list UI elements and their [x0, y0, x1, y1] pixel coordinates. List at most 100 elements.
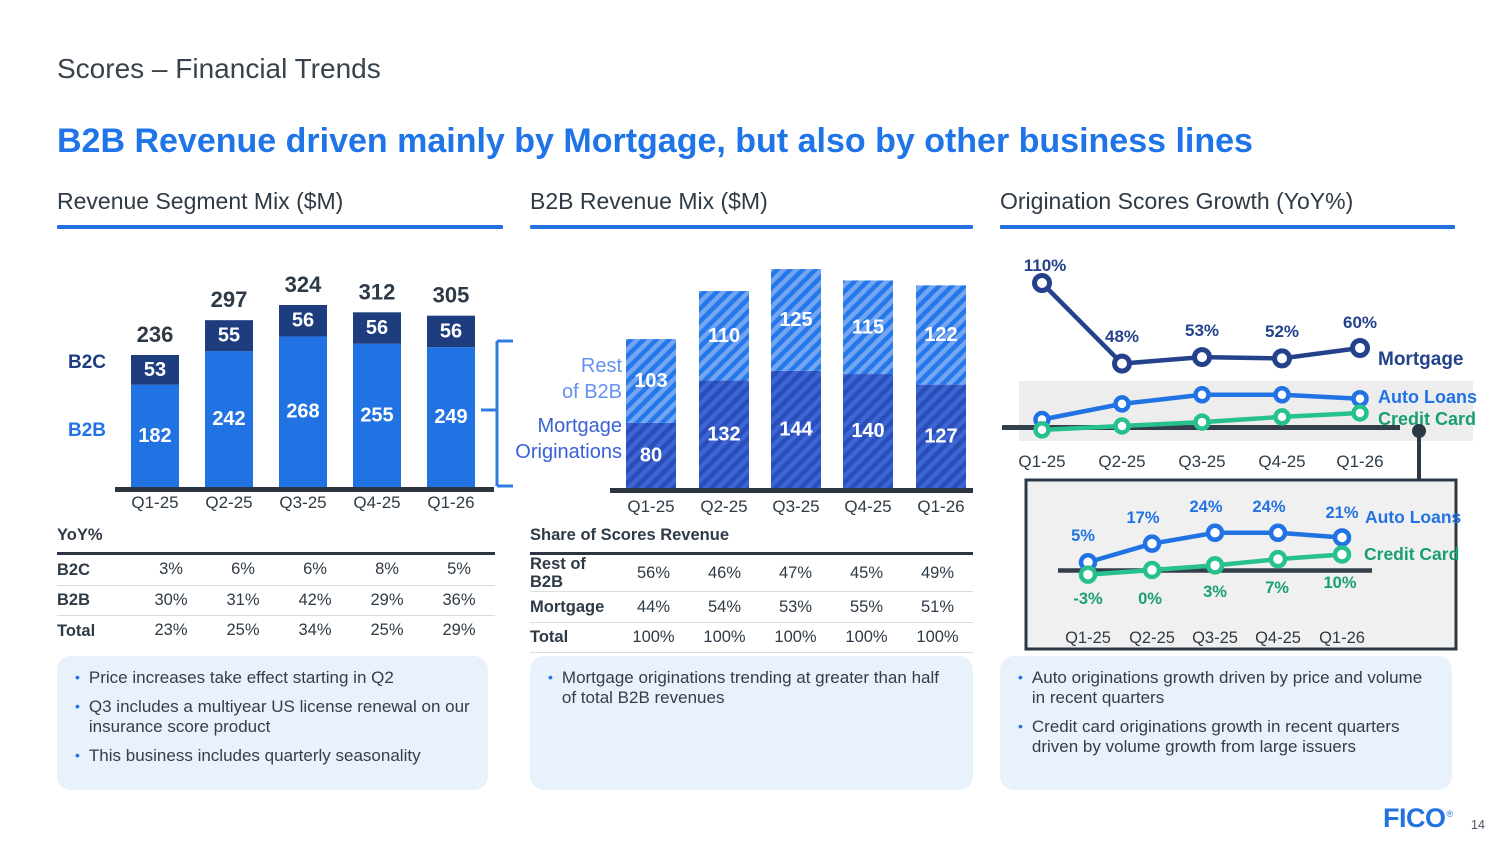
inset-auto-loans-point-marker — [1268, 523, 1288, 543]
table-row-rest-of-b2b: Rest of B2B 56% 46% 47% 45% 49% — [530, 555, 973, 591]
legend-mortgage-originations: Originations — [515, 441, 622, 463]
category-label: Q1-25 — [131, 493, 178, 512]
bar-segment-mortgage — [699, 380, 749, 488]
bar-value-label: 56 — [440, 320, 462, 342]
bar-total-label: 236 — [137, 322, 174, 347]
logo-text: FICO — [1383, 803, 1446, 833]
inset-series-label-auto-loans: Auto Loans — [1365, 507, 1462, 527]
table-header: YoY% — [57, 526, 495, 555]
title-underline — [530, 225, 973, 229]
b2b-to-mix-bracket — [481, 339, 513, 488]
legend-rest-of-b2b: Rest — [581, 355, 623, 377]
mortgage-point-marker — [1192, 347, 1212, 368]
bar-total-label: 324 — [285, 272, 322, 297]
auto-loans-point-marker — [1113, 395, 1131, 413]
inset-category-label: Q1-25 — [1065, 629, 1111, 647]
bar-value-label: 127 — [924, 425, 957, 447]
point-value-label: 0% — [1138, 590, 1162, 608]
bar-value-label: 80 — [640, 444, 662, 466]
table-row-total: Total 23% 25% 34% 25% 29% — [57, 615, 495, 646]
panel-title: Revenue Segment Mix ($M) — [57, 188, 344, 214]
bar-segment-mortgage — [771, 370, 821, 488]
table-cell: 42% — [298, 590, 332, 609]
legend-b2c: B2C — [68, 352, 106, 373]
bar-value-label: 115 — [852, 316, 884, 338]
table-body: Rest of B2B 56% 46% 47% 45% 49% Mortgage 44% 54%… — [530, 555, 973, 654]
row-label: B2B — [57, 591, 91, 610]
bullet-icon: • — [75, 698, 80, 715]
inset-auto-loans-point-marker — [1332, 528, 1352, 547]
bar-total-label: 312 — [359, 279, 396, 304]
category-label: Q3-25 — [1178, 452, 1225, 471]
table-cell: 31% — [226, 590, 260, 609]
yoy-table: YoY% B2C 3% 6% 6% 8% 5% B2B 30% 31% 42% 29% 36% Tota… — [57, 526, 495, 646]
row-label: Mortgage — [530, 597, 605, 616]
bar-value-label: 242 — [212, 408, 245, 430]
row-label: Total — [530, 628, 569, 647]
table-cell: 23% — [154, 621, 188, 640]
bar-value-label: 55 — [218, 325, 240, 347]
slide-headline: B2B Revenue driven mainly by Mortgage, b… — [57, 122, 1253, 160]
bar-segment-b2c — [131, 355, 179, 385]
table-header: Share of Scores Revenue — [530, 526, 973, 555]
panel-b2b-revenue-mix: B2B Revenue Mix ($M) — [530, 188, 973, 229]
inset-category-label: Q3-25 — [1192, 629, 1238, 647]
table-cell: 6% — [231, 560, 255, 579]
category-label: Q2-25 — [700, 497, 747, 516]
category-label: Q2-25 — [205, 493, 252, 512]
credit-card-point-marker — [1113, 417, 1131, 435]
legend-b2b: B2B — [68, 420, 106, 441]
credit-card-point-marker — [1273, 408, 1291, 426]
category-label: Q1-25 — [1018, 452, 1065, 471]
bar-segment-rest-of-b2b — [843, 280, 893, 375]
inset-credit-card-point-marker — [1205, 556, 1225, 575]
point-value-label: 10% — [1323, 574, 1356, 592]
point-value-label: 24% — [1189, 498, 1222, 516]
category-label: Q1-26 — [427, 493, 474, 512]
panel-title: B2B Revenue Mix ($M) — [530, 188, 768, 214]
note-item: • Auto originations growth driven by pric… — [1018, 668, 1434, 708]
bullet-icon: • — [75, 669, 80, 685]
note-item: • Price increases take effect starting in… — [75, 668, 470, 688]
table-cell: 25% — [370, 621, 404, 640]
registered-mark-icon: ® — [1446, 809, 1454, 819]
bar-segment-b2b — [205, 351, 253, 487]
bar-segment-rest-of-b2b — [699, 291, 749, 381]
bar-segment-b2b — [353, 343, 401, 487]
mortgage-point-marker — [1350, 338, 1370, 358]
bar-value-label: 140 — [851, 420, 884, 442]
series-label-credit-card: Credit Card — [1378, 409, 1476, 429]
inset-category-label: Q2-25 — [1129, 629, 1175, 647]
table-cell: 44% — [636, 597, 671, 616]
table-cell: 55% — [849, 597, 884, 616]
page-number: 14 — [1471, 818, 1485, 832]
table-cell: 100% — [703, 628, 746, 647]
point-value-label: 7% — [1265, 579, 1289, 597]
table-row-b2c: B2C 3% 6% 6% 8% 5% — [57, 555, 495, 585]
inset-credit-card-point-marker — [1078, 565, 1098, 584]
credit-card-point-marker — [1193, 413, 1211, 431]
table-row-total: Total 100% 100% 100% 100% 100% — [530, 621, 973, 653]
bar-segment-rest-of-b2b — [626, 339, 676, 423]
bar-value-label: 56 — [292, 310, 314, 332]
notes-b2b-revenue-mix: • Mortgage originations trending at great… — [530, 656, 973, 790]
table-cell: 36% — [442, 590, 476, 609]
bar-value-label: 132 — [707, 423, 740, 445]
bullet-icon: • — [548, 669, 553, 685]
point-value-label: 24% — [1252, 498, 1285, 516]
credit-card-point-marker — [1351, 404, 1369, 422]
share-of-scores-revenue-table: Share of Scores Revenue Rest of B2B 56% 46… — [530, 526, 973, 654]
bar-segment-b2b — [279, 336, 327, 487]
category-label: Q4-25 — [1258, 452, 1305, 471]
category-label: Q4-25 — [844, 497, 891, 516]
bar-segment-mortgage — [916, 384, 966, 488]
point-value-label: 3% — [1203, 583, 1227, 601]
table-cell: 100% — [774, 628, 817, 647]
bullet-icon: • — [1018, 718, 1023, 735]
series-label-mortgage: Mortgage — [1378, 349, 1464, 370]
category-label: Q1-25 — [627, 497, 674, 516]
table-cell: 3% — [159, 560, 183, 579]
table-row-mortgage: Mortgage 44% 54% 53% 55% 51% — [530, 591, 973, 622]
